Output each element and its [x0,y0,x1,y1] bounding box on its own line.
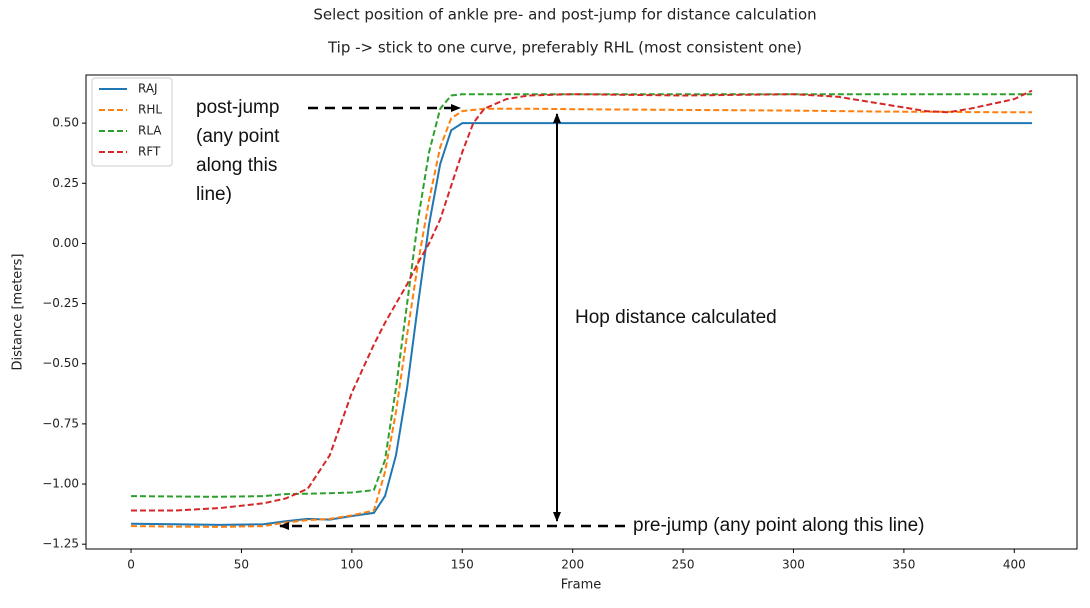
plot-frame [85,74,1078,550]
x-tick-label: 300 [782,558,805,572]
annotation: line) [196,184,232,205]
y-tick-label: 0.50 [52,116,79,130]
annotation: (any point [196,126,280,147]
annotation: along this [196,155,277,176]
annotation: post-jump [196,97,279,118]
x-axis-label: Frame [561,578,602,593]
legend-label: RLA [138,124,162,138]
legend [91,77,173,167]
y-tick-label: 0.25 [52,176,79,190]
x-tick-label: 100 [340,558,363,572]
legend-label: RFT [138,145,161,159]
x-tick-label: 250 [672,558,695,572]
series-line [130,93,1032,498]
x-tick-label: 0 [127,558,135,572]
x-tick-label: 200 [561,558,584,572]
series-line [131,89,1033,512]
legend-label: RAJ [138,82,158,96]
y-tick-label: 0.00 [52,236,79,250]
chart-title: Select position of ankle pre- and post-j… [313,6,816,24]
x-tick-label: 50 [234,558,249,572]
y-tick-label: −0.75 [42,416,79,430]
chart-subtitle: Tip -> stick to one curve, preferably RH… [327,39,802,57]
y-tick-label: −1.25 [42,537,79,551]
y-tick-label: −0.50 [42,356,79,370]
legend-label: RHL [138,103,162,117]
y-tick-label: −1.00 [42,477,79,491]
x-tick-label: 150 [451,558,474,572]
plot-area [130,89,1033,528]
series-line [130,122,1032,526]
annotation: pre-jump (any point along this line) [633,515,925,536]
y-tick-label: −0.25 [42,296,79,310]
annotation: Hop distance calculated [575,307,777,328]
x-tick-label: 400 [1003,558,1026,572]
x-tick-label: 350 [892,558,915,572]
y-axis-label: Distance [meters] [11,254,26,371]
series-line [130,107,1032,528]
